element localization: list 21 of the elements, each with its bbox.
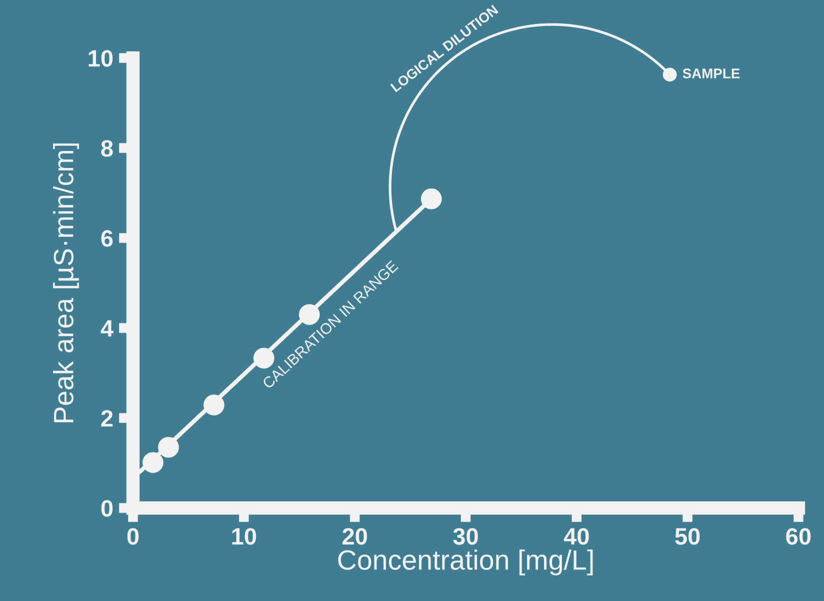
y-tick-label: 4 [100, 320, 114, 337]
x-tick-label: 60 [786, 528, 811, 545]
y-tick-label: 8 [101, 140, 113, 157]
y-tick-label: 10 [88, 50, 113, 67]
x-tick-label: 40 [564, 528, 589, 545]
point [142, 452, 164, 473]
point [662, 68, 677, 82]
point [158, 436, 179, 458]
y-axis-title: Peak area [µS·min/cm] [53, 143, 79, 422]
annotation: SAMPLE [682, 68, 740, 78]
point [204, 394, 224, 416]
x-axis-title: Concentration [mg/L] [338, 549, 593, 576]
x-tick-label: 30 [453, 528, 478, 545]
y-tick-label: 2 [101, 410, 113, 427]
x-tick-label: 20 [342, 528, 367, 545]
x-tick-label: 10 [232, 528, 256, 545]
y-tick-label: 0 [101, 500, 113, 517]
x-tick-label: 50 [675, 528, 700, 545]
point [420, 188, 442, 210]
y-tick-label: 6 [101, 230, 113, 247]
x-tick-label: 0 [127, 528, 139, 545]
